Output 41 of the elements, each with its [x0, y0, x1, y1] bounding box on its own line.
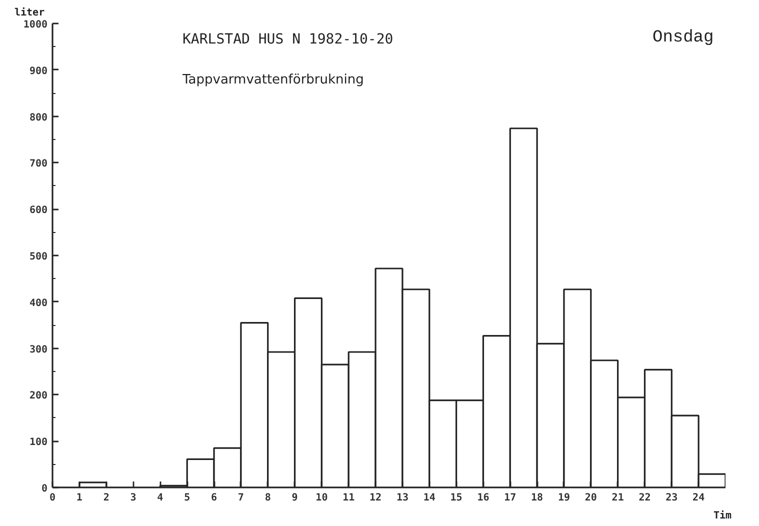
x-tick-label: 5 — [184, 492, 190, 504]
x-tick-label: 19 — [558, 492, 570, 504]
y-tick-label: 300 — [29, 344, 48, 356]
x-tick-label: 11 — [342, 492, 355, 504]
text: KARLSTAD HUS N 1982-10-20 — [182, 32, 394, 48]
x-tick-label: 14 — [423, 492, 436, 504]
x-tick-label: 1 — [76, 492, 82, 504]
x-tick-label: 18 — [531, 492, 544, 504]
y-tick-label: 700 — [29, 158, 48, 170]
y-tick-label: 600 — [29, 205, 48, 216]
x-tick-label: 20 — [584, 492, 597, 504]
x-axis-title: Tim — [713, 510, 732, 522]
x-tick-label: 7 — [238, 492, 244, 504]
x-tick-label: 2 — [103, 492, 110, 504]
x-tick-label: 9 — [292, 492, 298, 504]
y-tick-label: 400 — [29, 298, 48, 309]
x-tick-label: 3 — [130, 492, 136, 504]
text: Tappvarmvattenförbrukning — [182, 72, 364, 88]
y-tick-label: 800 — [29, 112, 48, 124]
x-tick-label: 0 — [49, 492, 56, 504]
y-tick-label: 200 — [29, 390, 48, 402]
y-tick-label: 900 — [29, 66, 48, 77]
y-tick-label: 0 — [41, 484, 48, 494]
x-tick-label: 12 — [370, 492, 382, 504]
y-tick-label: 100 — [29, 437, 48, 448]
x-tick-label: 21 — [612, 492, 624, 504]
x-tick-label: 13 — [396, 492, 408, 504]
x-tick-label: 15 — [450, 492, 462, 504]
x-tick-label: 23 — [666, 492, 678, 504]
x-tick-label: 16 — [477, 492, 490, 504]
x-tick-label: 6 — [211, 492, 218, 504]
x-tick-label: 10 — [316, 492, 328, 504]
x-tick-label: 4 — [157, 492, 164, 504]
x-tick-label: 24 — [692, 492, 705, 504]
y-tick-label: 500 — [29, 252, 48, 262]
y-axis-title: liter — [14, 6, 45, 18]
annotation: Onsdag — [652, 28, 714, 48]
x-tick-label: 22 — [638, 492, 651, 504]
x-tick-label: 8 — [264, 492, 271, 504]
x-tick-label: 17 — [504, 492, 516, 504]
y-tick-label: 1000 — [23, 20, 48, 30]
